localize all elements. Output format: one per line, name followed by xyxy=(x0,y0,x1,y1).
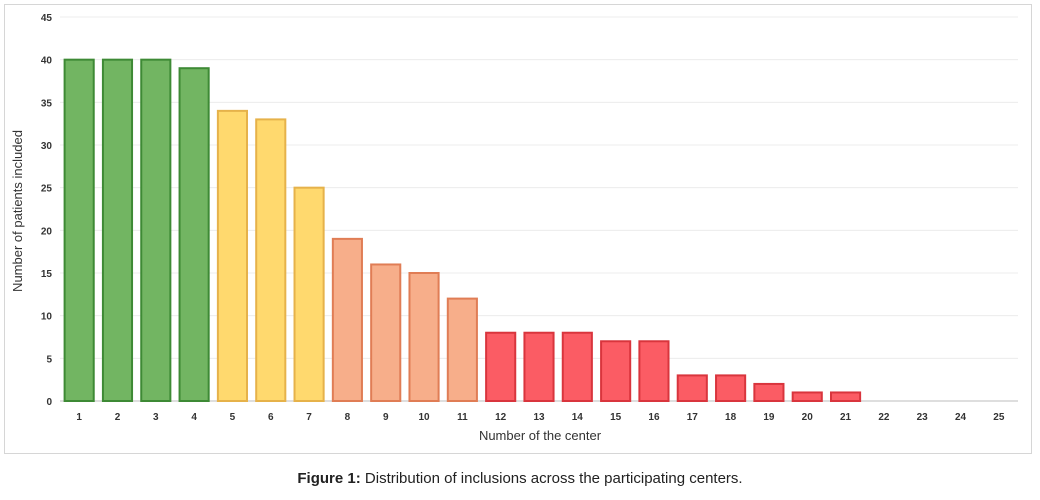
x-tick-label: 1 xyxy=(76,412,82,423)
y-tick-label: 5 xyxy=(46,354,52,365)
bar-center-2 xyxy=(101,58,134,403)
bar-center-8 xyxy=(331,237,363,402)
x-tick-label: 24 xyxy=(955,412,967,423)
x-tick-label: 2 xyxy=(115,412,121,423)
x-tick-label: 12 xyxy=(495,412,507,423)
bar-center-6 xyxy=(255,118,287,403)
bar-center-1 xyxy=(63,58,95,403)
y-tick-label: 15 xyxy=(41,269,53,280)
bar-center-19 xyxy=(753,382,785,402)
bar-center-12 xyxy=(485,331,517,403)
y-tick-labels: 0 5 10 15 20 25 30 35 40 45 xyxy=(41,13,53,408)
x-tick-label: 25 xyxy=(993,412,1005,423)
x-tick-label: 6 xyxy=(268,412,274,423)
y-tick-label: 10 xyxy=(41,312,53,323)
y-tick-label: 0 xyxy=(46,397,52,408)
bar-center-10 xyxy=(408,272,440,402)
caption-label: Figure 1: xyxy=(297,470,361,487)
x-tick-label: 5 xyxy=(230,412,236,423)
x-tick-label: 8 xyxy=(345,412,351,423)
bar-center-15 xyxy=(600,340,632,402)
chart-frame xyxy=(4,4,1032,454)
y-tick-label: 25 xyxy=(41,184,53,195)
x-tick-label: 11 xyxy=(457,412,468,423)
bar-center-9 xyxy=(370,263,402,403)
bar-center-3 xyxy=(140,58,172,403)
y-tick-label: 30 xyxy=(41,141,53,152)
x-tick-label: 9 xyxy=(383,412,389,423)
y-tick-label: 35 xyxy=(41,98,53,109)
x-tick-label: 17 xyxy=(687,412,699,423)
bar-center-21 xyxy=(829,391,862,403)
x-tick-label: 18 xyxy=(725,412,737,423)
x-tick-label: 19 xyxy=(763,412,775,423)
x-tick-label: 10 xyxy=(418,412,430,423)
bar-center-20 xyxy=(791,391,823,403)
figure-caption: Figure 1: Distribution of inclusions acr… xyxy=(0,470,1040,487)
x-tick-label: 23 xyxy=(917,412,929,423)
y-tick-label: 20 xyxy=(41,226,53,237)
bar-center-17 xyxy=(676,374,708,402)
x-tick-label: 20 xyxy=(802,412,814,423)
bar-center-13 xyxy=(523,331,555,403)
bars xyxy=(63,58,862,403)
bar-center-11 xyxy=(446,297,478,403)
x-axis-title: Number of the center xyxy=(479,428,602,443)
x-tick-label: 15 xyxy=(610,412,622,423)
x-tick-label: 13 xyxy=(533,412,545,423)
x-tick-labels: 1 2 3 4 5 6 7 8 9 10 11 12 13 14 15 16 17 18 19 20 21 22 23 24 2… xyxy=(76,412,1004,423)
x-tick-label: 21 xyxy=(840,412,852,423)
y-tick-label: 45 xyxy=(41,13,53,24)
x-tick-label: 4 xyxy=(191,412,197,423)
caption-text: Distribution of inclusions across the pa… xyxy=(360,470,743,487)
x-tick-label: 3 xyxy=(153,412,159,423)
x-tick-label: 16 xyxy=(648,412,660,423)
bar-center-16 xyxy=(638,340,670,402)
y-axis-title: Number of patients included xyxy=(10,130,25,292)
x-tick-label: 14 xyxy=(572,412,584,423)
y-tick-label: 40 xyxy=(41,56,53,67)
x-tick-label: 22 xyxy=(878,412,890,423)
bar-center-5 xyxy=(216,109,249,402)
bar-center-4 xyxy=(178,67,210,402)
bar-center-14 xyxy=(561,331,593,403)
bar-center-7 xyxy=(293,186,325,402)
x-tick-label: 7 xyxy=(306,412,312,423)
bar-center-18 xyxy=(715,374,747,402)
